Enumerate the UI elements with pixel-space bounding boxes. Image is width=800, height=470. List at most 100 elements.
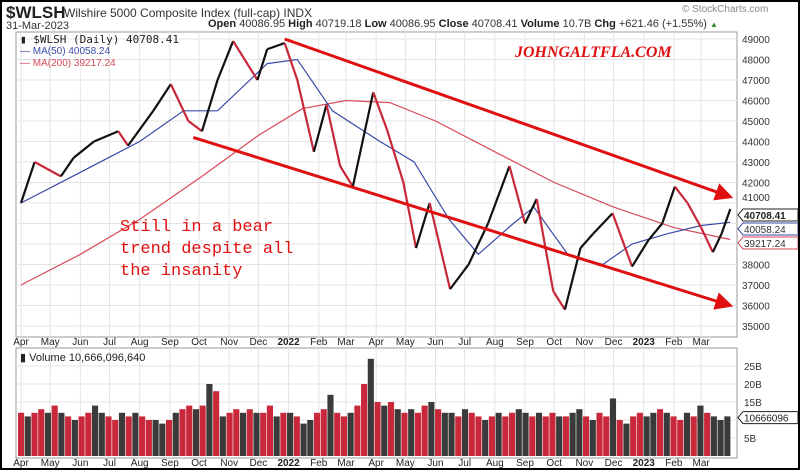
volume-bar bbox=[85, 412, 92, 456]
x-tick-label: Sep bbox=[161, 337, 179, 348]
price-segment bbox=[673, 185, 689, 204]
x-tick-label: Feb bbox=[310, 458, 328, 468]
close-badge-box bbox=[737, 208, 798, 222]
price-segment bbox=[351, 92, 375, 187]
volume-bar bbox=[576, 409, 583, 456]
x-tick-label: Mar bbox=[337, 337, 355, 348]
x-tick-label: Dec bbox=[250, 337, 268, 348]
price-segment bbox=[117, 130, 129, 147]
volume-bar bbox=[690, 416, 697, 456]
volume-bar bbox=[327, 394, 334, 456]
volume-bar bbox=[132, 412, 139, 456]
volume-bar bbox=[98, 412, 105, 456]
volume-bar bbox=[213, 391, 220, 456]
volume-bar bbox=[488, 416, 495, 456]
x-tick-label: Mar bbox=[693, 337, 711, 348]
volume-bar bbox=[105, 416, 112, 456]
volume-bar bbox=[421, 405, 428, 456]
price-segment bbox=[152, 83, 172, 112]
x-tick-label: Feb bbox=[665, 337, 683, 348]
volume-bar bbox=[455, 416, 462, 456]
volume-bar bbox=[260, 412, 267, 456]
volume-tick-label: 20B bbox=[744, 380, 762, 391]
annotation-line: trend despite all bbox=[120, 240, 294, 259]
price-segment bbox=[372, 91, 388, 130]
y-tick-label: 35000 bbox=[742, 322, 770, 333]
x-tick-label: Sep bbox=[516, 337, 534, 348]
source-credit: © StockCharts.com bbox=[682, 4, 769, 15]
legend-ma200-text: MA(200) 39217.24 bbox=[32, 58, 116, 69]
price-segment bbox=[535, 198, 555, 292]
x-tick-label: Nov bbox=[575, 458, 593, 468]
ma200-line bbox=[20, 99, 731, 286]
volume-bar bbox=[192, 409, 200, 456]
volume-bar bbox=[381, 405, 388, 456]
volume-bar bbox=[495, 412, 502, 456]
volume-bar bbox=[334, 412, 341, 456]
volume-bar bbox=[300, 423, 307, 456]
volume-bar bbox=[603, 416, 610, 456]
volume-bar bbox=[522, 412, 529, 456]
candle-icon: ▮ bbox=[20, 33, 27, 46]
volume-tick-label: 15B bbox=[744, 398, 762, 409]
price-segment bbox=[631, 239, 650, 268]
x-tick-label: Jun bbox=[72, 337, 88, 348]
volume-bar bbox=[152, 420, 159, 456]
y-tick-label: 41000 bbox=[742, 193, 770, 204]
legend-price: ▮ $WLSH (Daily) 40708.41 bbox=[20, 33, 179, 46]
volume-bar bbox=[179, 409, 186, 456]
volume-bar bbox=[374, 402, 381, 456]
volume-bar bbox=[475, 416, 482, 456]
volume-bar bbox=[670, 416, 677, 456]
volume-bar bbox=[549, 412, 556, 456]
volume-bar bbox=[441, 412, 448, 456]
volume-bar bbox=[266, 405, 274, 456]
open-value: 40086.95 bbox=[239, 18, 286, 30]
x-tick-label: Aug bbox=[486, 337, 504, 348]
x-tick-label: Dec bbox=[250, 458, 268, 468]
price-segment bbox=[283, 42, 299, 81]
volume-bar bbox=[226, 412, 233, 456]
volume-bar bbox=[206, 384, 213, 456]
volume-bar bbox=[58, 412, 65, 456]
ma50-line bbox=[20, 58, 731, 266]
x-tick-label: Oct bbox=[546, 337, 562, 348]
volume-bar bbox=[273, 416, 280, 456]
x-tick-label: Apr bbox=[368, 458, 384, 468]
volume-bar bbox=[643, 416, 650, 456]
legend-price-text: $WLSH (Daily) 40708.41 bbox=[33, 33, 179, 46]
volume-bar bbox=[636, 412, 643, 456]
price-segment bbox=[720, 208, 732, 235]
volume-bar bbox=[118, 412, 126, 456]
x-tick-label: Jul bbox=[458, 337, 471, 348]
price-segment bbox=[647, 222, 664, 241]
price-segment bbox=[59, 157, 75, 177]
volume-bar bbox=[542, 416, 549, 456]
volume-bar bbox=[509, 412, 516, 456]
price-segment bbox=[339, 165, 354, 188]
price-segment bbox=[552, 290, 566, 311]
price-segment bbox=[256, 48, 269, 81]
x-tick-label: Feb bbox=[310, 337, 328, 348]
volume-bar bbox=[186, 405, 193, 456]
price-segment bbox=[312, 104, 328, 153]
price-segment bbox=[402, 182, 418, 249]
price-segment bbox=[266, 42, 286, 51]
x-tick-label: Aug bbox=[131, 337, 149, 348]
high-label: High bbox=[288, 18, 313, 30]
y-tick-label: 46000 bbox=[742, 97, 770, 108]
price-segment bbox=[169, 83, 190, 122]
x-tick-label: Aug bbox=[486, 458, 504, 468]
volume-bar bbox=[287, 412, 294, 456]
volume-bar bbox=[313, 412, 321, 456]
y-tick-label: 47000 bbox=[742, 76, 770, 87]
volume-bar bbox=[18, 412, 25, 456]
y-tick-label: 36000 bbox=[742, 302, 770, 313]
x-tick-label: 2022 bbox=[277, 337, 300, 348]
ma50-badge: 40058.24 bbox=[744, 225, 786, 236]
volume-bar bbox=[414, 412, 421, 456]
x-tick-label: Dec bbox=[605, 337, 623, 348]
chart-date: 31-Mar-2023 bbox=[6, 20, 69, 32]
